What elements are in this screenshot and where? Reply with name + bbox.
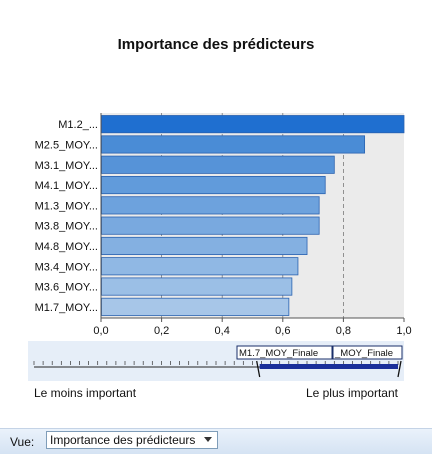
category-label: M4.1_MOY... bbox=[35, 180, 98, 192]
category-label: M2.5_MOY... bbox=[35, 139, 98, 151]
x-tick-label: 0,0 bbox=[93, 325, 108, 337]
chevron-down-icon[interactable] bbox=[204, 437, 212, 442]
slider-handle-low[interactable] bbox=[257, 361, 260, 377]
category-label: M1.7_MOY... bbox=[35, 302, 98, 314]
x-tick-label: 0,2 bbox=[154, 325, 169, 337]
view-dropdown-value: Importance des prédicteurs bbox=[50, 432, 195, 448]
bar[interactable] bbox=[102, 258, 298, 275]
x-axis-ticks: 0,0 0,2 0,4 0,6 0,8 1,0 bbox=[93, 318, 411, 337]
category-label: M3.8_MOY... bbox=[35, 221, 98, 233]
category-label: M1.2_... bbox=[58, 119, 98, 131]
bar[interactable] bbox=[102, 278, 292, 295]
bar[interactable] bbox=[102, 156, 335, 173]
category-label: M1.3_MOY... bbox=[35, 200, 98, 212]
bar[interactable] bbox=[102, 116, 405, 133]
view-dropdown[interactable]: Importance des prédicteurs bbox=[46, 431, 218, 449]
slider-handle-high[interactable] bbox=[398, 361, 401, 377]
bar[interactable] bbox=[102, 217, 320, 234]
x-tick-label: 0,8 bbox=[336, 325, 351, 337]
x-tick-label: 1,0 bbox=[396, 325, 411, 337]
predictor-importance-chart: M1.2_... M2.5_MOY... M3.1_MOY... M4.1_MOY..… bbox=[0, 0, 432, 340]
category-label: M3.6_MOY... bbox=[35, 282, 98, 294]
x-tick-label: 0,6 bbox=[275, 325, 290, 337]
slider-selected-range[interactable] bbox=[260, 364, 398, 369]
bar[interactable] bbox=[102, 237, 308, 254]
view-toolbar: Vue: Importance des prédicteurs bbox=[0, 428, 432, 454]
view-label: Vue: bbox=[10, 435, 34, 449]
slider-max-label: _MOY_Finale bbox=[334, 348, 393, 359]
most-important-label: Le plus important bbox=[306, 386, 398, 400]
category-label: M3.4_MOY... bbox=[35, 261, 98, 273]
bar[interactable] bbox=[102, 136, 365, 153]
importance-range-slider[interactable]: M1.7_MOY_Finale _MOY_Finale bbox=[28, 341, 404, 381]
slider-min-label: M1.7_MOY_Finale bbox=[239, 348, 318, 359]
x-tick-label: 0,4 bbox=[215, 325, 230, 337]
category-label: M3.1_MOY... bbox=[35, 160, 98, 172]
category-labels: M1.2_... M2.5_MOY... M3.1_MOY... M4.1_MOY..… bbox=[35, 119, 98, 314]
bar[interactable] bbox=[102, 176, 326, 193]
bar[interactable] bbox=[102, 197, 320, 214]
least-important-label: Le moins important bbox=[34, 386, 136, 400]
bar[interactable] bbox=[102, 298, 289, 315]
category-label: M4.8_MOY... bbox=[35, 241, 98, 253]
